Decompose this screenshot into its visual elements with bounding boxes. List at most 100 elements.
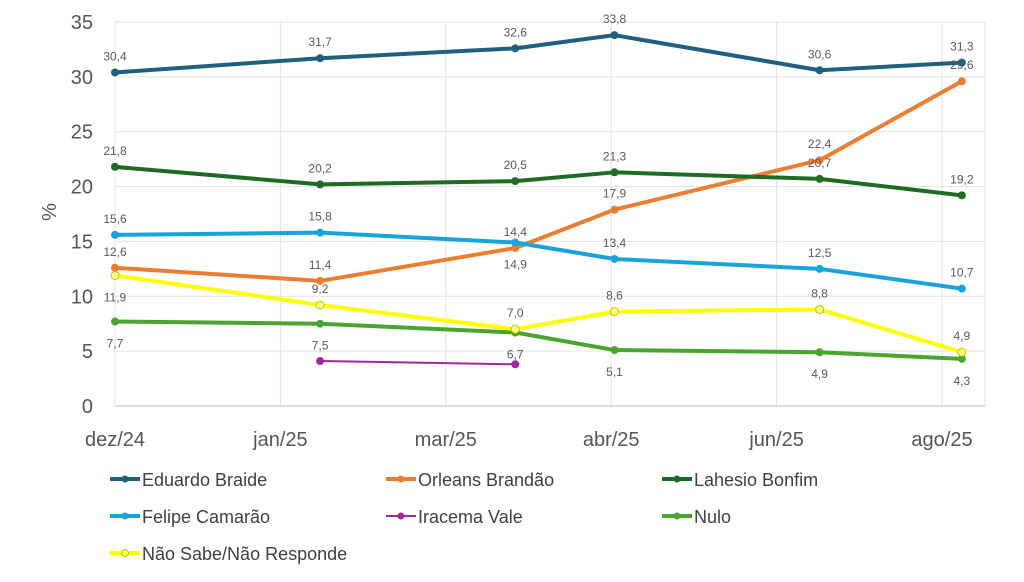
data-point: [111, 263, 119, 272]
data-label: 11,9: [104, 290, 127, 304]
series-line: [114, 33, 962, 75]
data-point: [315, 300, 325, 310]
data-label: 17,9: [603, 187, 627, 201]
legend-label: Orleans Brandão: [418, 470, 554, 490]
series-line: [320, 360, 516, 366]
series-line: [114, 164, 963, 198]
data-label: 31,7: [308, 35, 332, 49]
data-point: [610, 31, 619, 40]
legend-marker: [121, 475, 129, 483]
x-tick-label: abr/25: [583, 429, 640, 451]
series-line: [114, 273, 963, 355]
series-line: [114, 319, 962, 361]
data-point: [316, 276, 325, 285]
legend-marker: [121, 549, 129, 557]
x-axis-ticks: dez/24 jan/25 mar/25 abr/25 jun/25 ago/25: [85, 429, 973, 451]
x-tick-label: jan/25: [252, 429, 308, 451]
data-point: [815, 174, 824, 183]
data-label: 14,9: [504, 258, 528, 272]
data-label: 9,2: [312, 282, 329, 296]
data-point: [815, 156, 824, 165]
series-line: [114, 79, 963, 283]
data-label: 8,6: [606, 289, 623, 303]
series-iracema-vale: [316, 357, 520, 369]
data-label: 13,4: [603, 236, 627, 250]
data-label: 7,0: [507, 306, 524, 320]
gridlines: [114, 21, 986, 407]
data-point: [316, 180, 325, 189]
data-label: 30,4: [103, 49, 127, 63]
data-labels: 30,4 31,7 32,6 33,8 30,6 31,3 12,6 11,4 14,4 17,9…: [103, 12, 974, 388]
series-lahesio-bonfim: [111, 162, 966, 200]
data-point: [111, 230, 119, 239]
legend: Eduardo Braide Orleans Brandão Lahesio Bon…: [110, 470, 818, 564]
data-point: [815, 66, 824, 75]
y-axis-label: %: [39, 203, 61, 221]
data-point: [511, 177, 520, 186]
data-label: 20,7: [808, 156, 832, 170]
data-point: [316, 54, 325, 63]
x-tick-label: dez/24: [85, 429, 145, 451]
data-label: 4,9: [811, 367, 828, 381]
legend-item: Orleans Brandão: [386, 470, 554, 490]
legend-marker: [397, 512, 405, 520]
data-label: 6,7: [507, 347, 524, 361]
data-point: [815, 264, 824, 273]
data-label: 32,6: [504, 25, 528, 39]
data-label: 14,4: [504, 225, 528, 239]
data-label: 22,4: [808, 137, 832, 151]
legend-item: Nulo: [662, 507, 731, 527]
data-label: 12,5: [808, 246, 832, 260]
data-point: [957, 77, 966, 86]
series-eduardo-braide: [111, 31, 966, 77]
data-point: [815, 348, 824, 357]
data-point: [511, 44, 520, 53]
data-label: 10,7: [950, 266, 974, 280]
legend-label: Felipe Camarão: [142, 507, 270, 527]
data-point: [316, 228, 325, 237]
data-point: [957, 347, 967, 357]
data-label: 19,2: [950, 172, 974, 186]
legend-label: Lahesio Bonfim: [694, 470, 818, 490]
data-label: 29,6: [950, 58, 974, 72]
data-label: 21,8: [103, 144, 127, 158]
data-label: 33,8: [603, 12, 627, 26]
legend-item: Eduardo Braide: [110, 470, 267, 490]
x-tick-label: ago/25: [911, 429, 972, 451]
data-point: [111, 317, 119, 326]
legend-label: Não Sabe/Não Responde: [142, 544, 347, 564]
legend-marker: [673, 475, 681, 483]
data-point: [957, 354, 966, 363]
data-label: 31,3: [950, 40, 974, 54]
legend-item: Felipe Camarão: [110, 507, 270, 527]
x-tick-label: mar/25: [415, 429, 477, 451]
series-felipe-camar-o: [111, 228, 966, 293]
data-point: [111, 162, 119, 171]
data-label: 8,8: [811, 286, 828, 300]
series-group: [110, 31, 967, 369]
data-label: 20,5: [504, 158, 528, 172]
data-label: 11,4: [309, 258, 332, 272]
data-label: 12,6: [103, 245, 127, 259]
y-tick-label: 35: [71, 12, 93, 34]
y-tick-label: 10: [71, 286, 93, 308]
series-n-o-sabe-n-o-responde: [110, 270, 967, 357]
data-point: [511, 360, 520, 369]
data-label: 7,7: [107, 337, 124, 351]
data-point: [316, 319, 325, 328]
legend-label: Nulo: [694, 507, 731, 527]
legend-label: Eduardo Braide: [142, 470, 267, 490]
legend-marker: [673, 512, 681, 520]
data-point: [815, 304, 825, 314]
legend-item: Não Sabe/Não Responde: [110, 544, 347, 564]
y-tick-label: 25: [71, 122, 93, 144]
data-label: 4,9: [954, 329, 971, 343]
data-point: [957, 284, 966, 293]
legend-item: Lahesio Bonfim: [662, 470, 818, 490]
x-tick-label: jun/25: [748, 429, 804, 451]
legend-marker: [397, 475, 405, 483]
legend-label: Iracema Vale: [418, 507, 523, 527]
data-point: [610, 205, 619, 214]
y-axis-ticks: 0 5 10 15 20 25 30 35: [71, 12, 93, 418]
series-orleans-brand-o: [111, 77, 966, 285]
